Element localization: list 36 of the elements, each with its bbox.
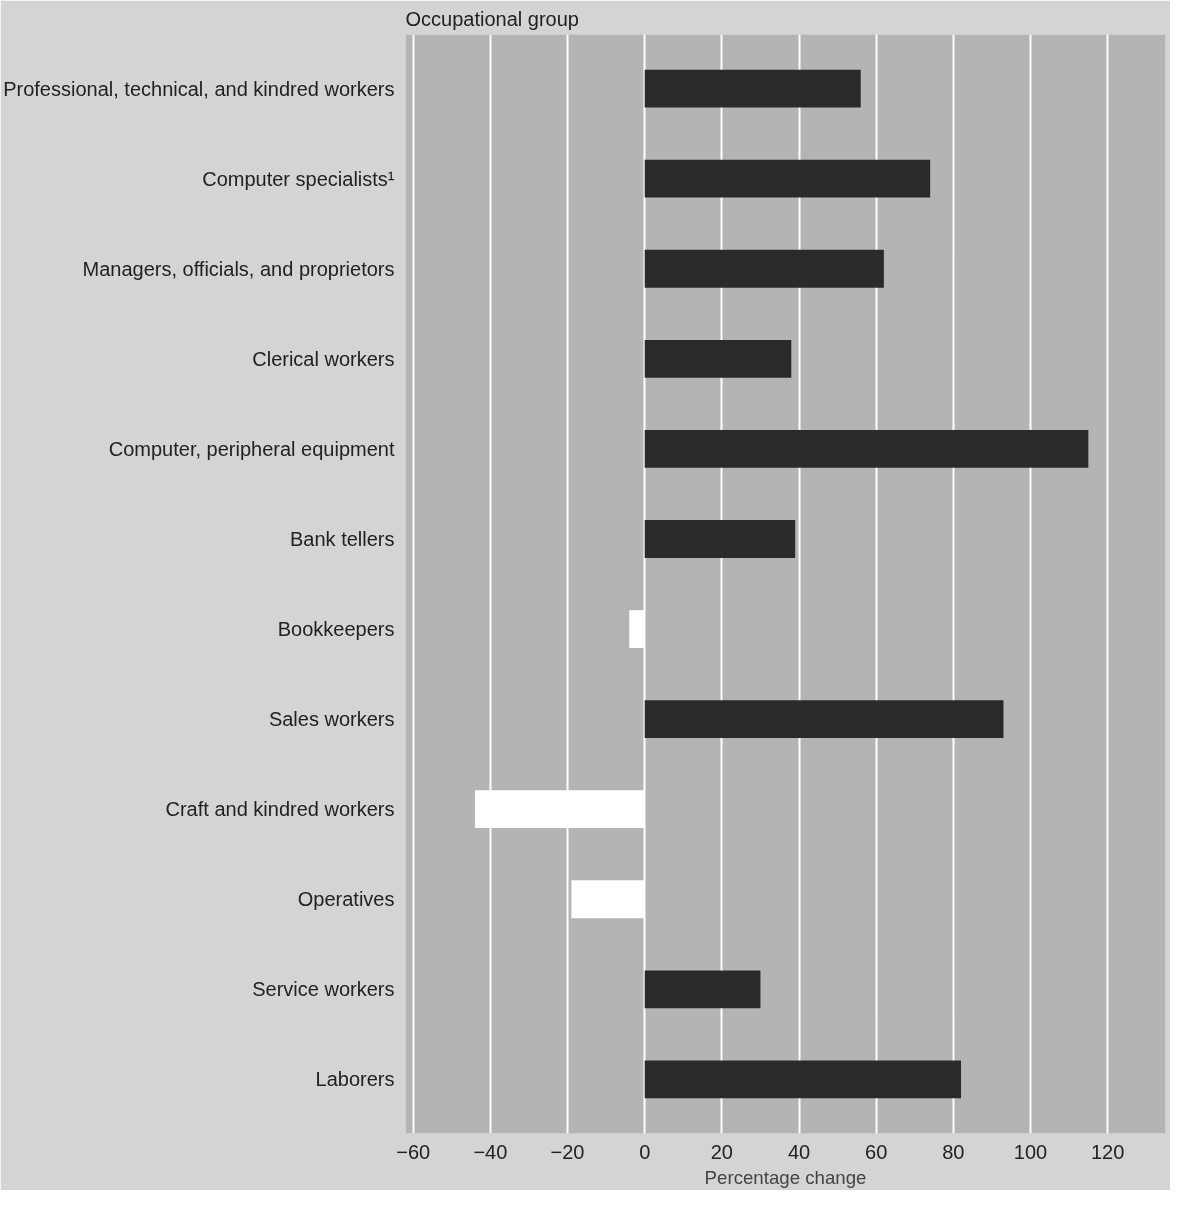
x-tick-label: 120 — [1090, 1140, 1125, 1163]
x-tick-label: 100 — [1013, 1140, 1048, 1163]
bar — [644, 69, 861, 108]
bar — [629, 610, 645, 648]
x-tick-label: −40 — [473, 1140, 508, 1163]
y-tick-label: Craft and kindred workers — [165, 798, 395, 821]
x-tick-label: 20 — [710, 1140, 733, 1163]
y-tick-label: Managers, officials, and proprietors — [82, 257, 395, 280]
y-tick-label: Bank tellers — [290, 527, 395, 550]
bar — [644, 339, 792, 378]
y-tick-label: Bookkeepers — [277, 618, 395, 641]
y-tick-label: Service workers — [252, 978, 395, 1001]
y-tick-label: Computer, peripheral equipment — [108, 437, 395, 460]
bar — [571, 880, 645, 919]
x-axis-title: Percentage change — [704, 1166, 867, 1188]
x-tick-label: −60 — [396, 1140, 431, 1163]
y-tick-label: Laborers — [315, 1068, 395, 1091]
x-tick-label: 60 — [865, 1140, 888, 1163]
bar — [644, 249, 884, 288]
y-tick-label: Operatives — [297, 888, 395, 911]
y-tick-label: Clerical workers — [252, 347, 395, 370]
bar — [644, 970, 761, 1009]
x-tick-label: 40 — [787, 1140, 811, 1163]
bar — [644, 520, 796, 558]
bar — [644, 1060, 962, 1099]
bar — [644, 159, 931, 198]
y-tick-label: Sales workers — [268, 708, 395, 731]
y-tick-label: Computer specialists¹ — [202, 167, 395, 190]
chart-title: Occupational group — [405, 7, 579, 30]
x-tick-label: 80 — [942, 1140, 965, 1163]
bar — [644, 429, 1089, 468]
y-tick-label: Professional, technical, and kindred workers — [3, 77, 395, 100]
x-tick-label: 0 — [639, 1140, 651, 1163]
x-tick-label: −20 — [550, 1140, 585, 1163]
bar — [474, 790, 645, 829]
bar — [644, 700, 1004, 739]
